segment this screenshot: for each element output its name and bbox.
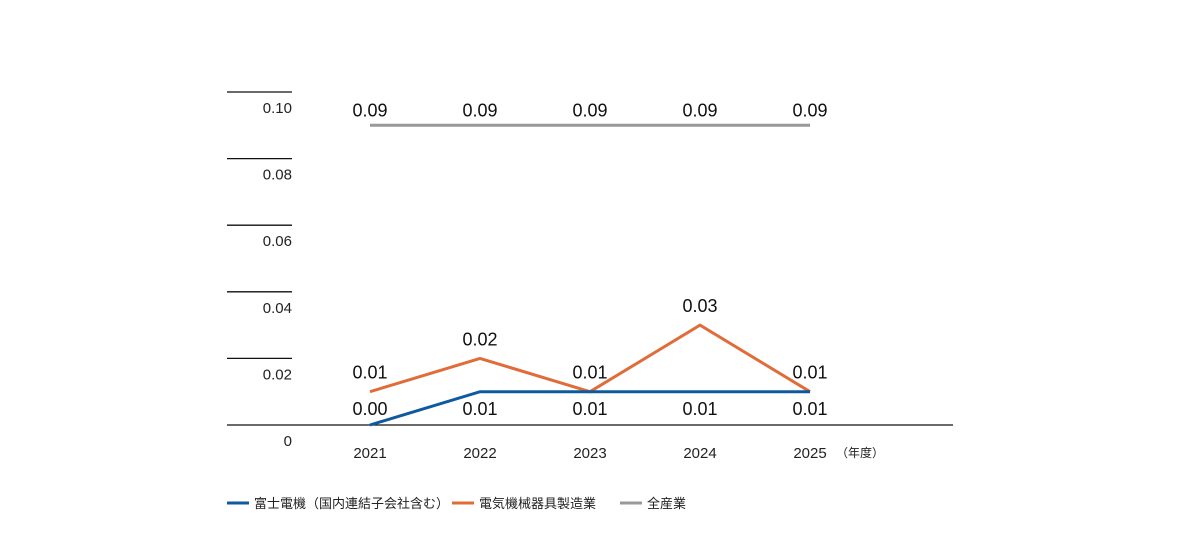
- y-tick-label: 0.04: [263, 300, 292, 317]
- data-label: 0.09: [792, 100, 827, 120]
- x-tick-label: 2021: [353, 445, 386, 462]
- data-label: 0.02: [462, 329, 497, 349]
- data-labels: 0.00 0.01 0.01 0.01 0.01 0.01 0.02 0.01 0.03 0.01…: [352, 100, 827, 419]
- data-label: 0.09: [572, 100, 607, 120]
- data-label: 0.01: [682, 399, 717, 419]
- data-label: 0.01: [462, 399, 497, 419]
- data-label: 0.09: [352, 100, 387, 120]
- series-lines: [369, 123, 811, 427]
- x-tick-label: 2022: [463, 445, 496, 462]
- legend: 富士電機（国内連結子会社含む） 電気機械器具製造業 全産業: [227, 496, 686, 512]
- data-label: 0.01: [792, 363, 827, 383]
- x-tick-label: 2024: [683, 445, 716, 462]
- legend-label: 電気機械器具製造業: [479, 496, 596, 512]
- y-axis: 0 0.02 0.04 0.06 0.08 0.10: [227, 91, 292, 450]
- data-label: 0.01: [352, 363, 387, 383]
- data-label: 0.01: [792, 399, 827, 419]
- legend-label: 全産業: [647, 496, 686, 512]
- legend-label: 富士電機（国内連結子会社含む）: [254, 496, 449, 512]
- y-tick-label: 0.10: [263, 100, 292, 117]
- y-tick-label: 0.08: [263, 167, 292, 184]
- data-label: 0.00: [352, 399, 387, 419]
- x-tick-label: 2023: [573, 445, 606, 462]
- x-axis: 2021 2022 2023 2024 2025 （年度）: [227, 424, 953, 462]
- data-label: 0.01: [572, 399, 607, 419]
- y-tick-label: 0.02: [263, 366, 292, 383]
- y-tick-label: 0: [284, 433, 292, 450]
- x-tick-label: 2025: [793, 445, 826, 462]
- data-label: 0.03: [682, 296, 717, 316]
- y-tick-label: 0.06: [263, 233, 292, 250]
- data-label: 0.01: [572, 363, 607, 383]
- data-label: 0.09: [682, 100, 717, 120]
- x-axis-unit: （年度）: [836, 445, 884, 460]
- data-label: 0.09: [462, 100, 497, 120]
- series-line: [369, 390, 810, 427]
